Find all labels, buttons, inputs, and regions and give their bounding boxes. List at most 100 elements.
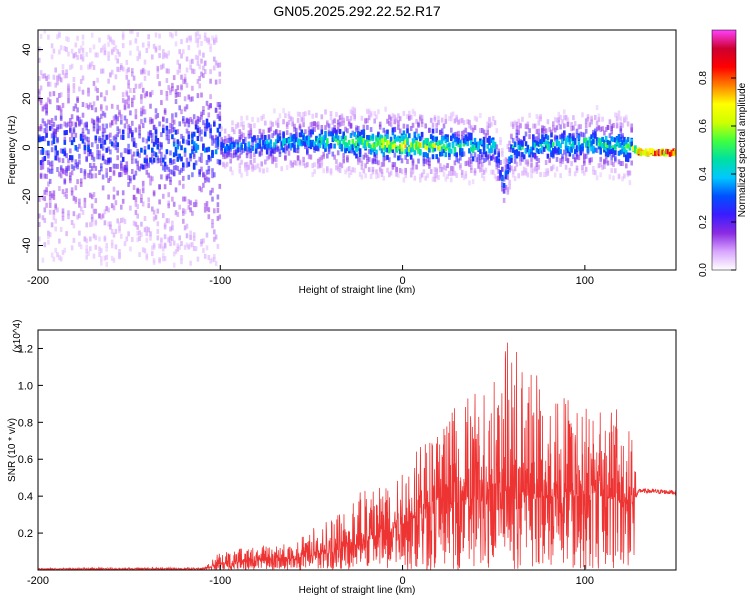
spectrogram-cell [202, 120, 205, 126]
spectrogram-cell [59, 173, 63, 179]
spectrogram-cell [413, 150, 417, 156]
spectrogram-cell [552, 141, 555, 147]
spectrogram-cell [349, 115, 353, 121]
spectrogram-cell [422, 140, 426, 146]
snr-y-tick-label: 0.4 [18, 491, 33, 503]
spectrogram-cell [154, 129, 158, 135]
spectrogram-cell [247, 164, 251, 170]
spectrogram-cell [564, 145, 568, 151]
spectrogram-cell [165, 125, 169, 131]
spectrogram-cell [429, 143, 433, 149]
spectrogram-cell [121, 217, 125, 223]
spectrogram-cell [584, 137, 588, 143]
spectrogram-cell [107, 134, 110, 140]
spectrogram-cell [657, 149, 661, 154]
spectrogram-cell [118, 128, 121, 134]
spectrogram-cell [85, 244, 88, 250]
spectrogram-cell [367, 156, 371, 162]
spectrogram-cell [510, 144, 513, 150]
colorbar-ticks: 0.00.20.40.60.8 [698, 71, 736, 277]
spectrogram-cell [262, 139, 265, 145]
spectrogram-cell [446, 134, 449, 140]
spectrogram-cell [132, 185, 136, 190]
spectrogram-cell [446, 137, 449, 142]
spectrogram-cell [162, 128, 165, 134]
spectrogram-cell [114, 228, 118, 234]
spectrogram-cell [240, 172, 243, 178]
spectrogram-cell [481, 161, 484, 167]
spectrogram-cell [52, 128, 56, 134]
spectrogram-cell [659, 151, 663, 157]
spectrogram-cell [191, 149, 194, 155]
spectrogram-cell [245, 153, 249, 159]
spectrogram-cell [47, 167, 50, 173]
spectrogram-cell [65, 36, 68, 42]
spectrogram-cell [428, 161, 431, 166]
spectrogram-cell [249, 145, 253, 151]
spectrogram-cell [444, 146, 448, 152]
spectrogram-cell [101, 68, 105, 74]
spectrogram-cell [258, 151, 262, 157]
spectrogram-cell [214, 261, 218, 266]
spectrogram-cell [242, 139, 245, 144]
spectrogram-cell [641, 150, 644, 156]
spectrogram-cell [621, 122, 624, 128]
spectrogram-cell [245, 166, 249, 172]
spectrogram-cell [121, 66, 125, 72]
spectrogram-cell [216, 102, 220, 107]
spectrogram-cell [546, 170, 550, 176]
spectrogram-cell [258, 139, 262, 145]
spectrogram-cell [72, 83, 76, 89]
spectrogram-cell [304, 163, 307, 169]
spectrogram-cell [524, 123, 528, 129]
spectrogram-x-ticks: -200 -100 0 100 [27, 265, 594, 287]
spectrogram-cell [118, 254, 121, 260]
spectrogram-cell [568, 167, 572, 173]
spectrogram-cell [101, 145, 105, 151]
spectrogram-cell [353, 143, 356, 149]
spectrogram-cell [118, 172, 121, 178]
spectrogram-cell [214, 137, 218, 143]
spectrogram-cell [477, 154, 480, 160]
spectrogram-cell [203, 253, 207, 259]
spectrogram-cell [511, 169, 515, 175]
spectrogram-cell [127, 98, 130, 104]
spectrogram-cell [460, 148, 464, 154]
spectrogram-cell [333, 118, 336, 124]
spectrogram-cell [89, 169, 92, 175]
spectrogram-cell [178, 67, 181, 73]
spectrogram-cell [466, 141, 469, 147]
spectrogram-cell [426, 145, 429, 151]
spectrogram-cell [318, 143, 322, 149]
spectrogram-cell [178, 49, 181, 55]
spectrogram-cell [559, 173, 562, 179]
spectrogram-cell [552, 149, 555, 155]
spectrogram-cell [151, 153, 154, 159]
spectrogram-cell [76, 179, 79, 185]
spectrogram-cell [92, 101, 96, 107]
spectrogram-cell [182, 79, 185, 84]
spectrogram-cell [577, 124, 581, 130]
spectrogram-cell [349, 144, 353, 150]
spectrogram-cell [610, 149, 613, 155]
spectrogram-cell [123, 115, 127, 121]
spectrogram-cell [276, 117, 280, 123]
spectrogram-cell [110, 69, 114, 75]
spectrogram-cell [63, 130, 67, 136]
spectrogram-cell [537, 128, 541, 134]
spectrogram-cell [535, 161, 539, 167]
spectrogram-cell [275, 162, 278, 168]
spectrogram-cell [205, 160, 209, 165]
spectrogram-cell [528, 149, 531, 155]
spectrogram-cell [109, 139, 112, 145]
spectrogram-cell [389, 170, 393, 176]
spectrogram-cell [367, 110, 371, 116]
spectrogram-cell [185, 139, 189, 145]
spectrogram-cell [81, 53, 85, 58]
spectrogram-cell [63, 178, 67, 184]
spectrogram-cell [114, 74, 118, 80]
spectrogram-cell [138, 166, 141, 172]
spectrogram-cell [398, 149, 402, 155]
spectrogram-cell [393, 162, 397, 168]
spectrogram-cell [316, 121, 320, 127]
